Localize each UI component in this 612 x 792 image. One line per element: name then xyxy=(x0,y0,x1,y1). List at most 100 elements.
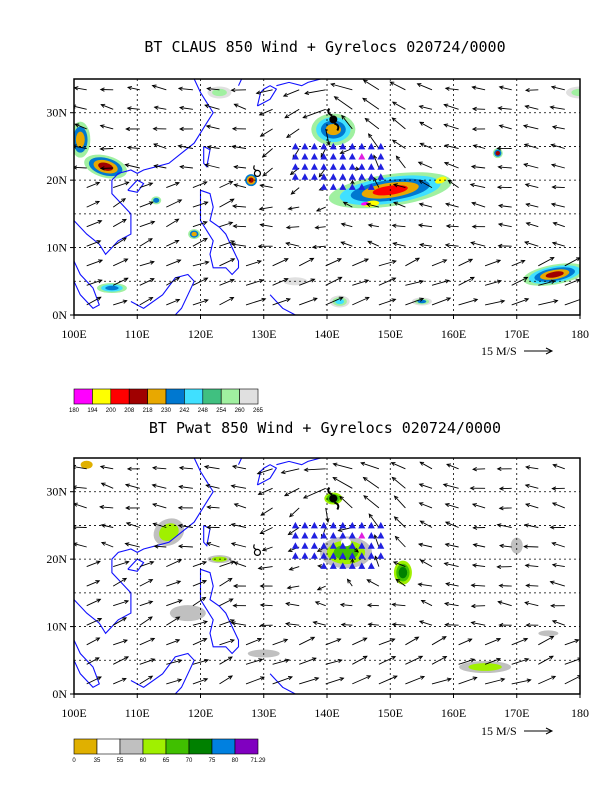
wind-vector xyxy=(232,603,247,608)
panel-1-y-axis: 0N 10N 20N 30N xyxy=(46,106,74,322)
wind-vector xyxy=(100,541,114,548)
wind-vector xyxy=(498,85,512,91)
wind-vector xyxy=(549,525,565,530)
wind-vector xyxy=(564,639,580,646)
wind-vector xyxy=(204,163,220,169)
wind-vector xyxy=(389,81,406,91)
wind-vector xyxy=(445,223,459,229)
wind-vector xyxy=(431,677,452,685)
wind-vector xyxy=(392,242,406,247)
gyre-location-marker xyxy=(310,163,318,170)
gyre-location-marker xyxy=(358,183,366,190)
wind-vector xyxy=(395,155,406,169)
panel-1-x-axis: 100E 110E 120E 130E 140E 150E 160E 170E 180 xyxy=(61,315,589,341)
wind-vector xyxy=(444,243,459,248)
wind-vector xyxy=(314,225,326,230)
wind-vector xyxy=(177,544,193,549)
x-tick-label: 110E xyxy=(125,706,150,720)
gyre-location-marker xyxy=(329,173,337,180)
gyre-location-marker xyxy=(291,542,299,549)
wind-vector xyxy=(230,621,247,626)
wind-vector xyxy=(472,525,486,530)
wind-vector xyxy=(446,463,459,470)
coast-borneo xyxy=(130,273,195,315)
wind-vector xyxy=(192,181,208,189)
wind-vector xyxy=(219,560,236,568)
wind-vector xyxy=(431,297,452,306)
panel-2-vector-scale-label: 15 M/S xyxy=(481,724,517,738)
wind-vector xyxy=(74,165,87,170)
wind-vector xyxy=(86,676,102,685)
colorbar-swatch xyxy=(73,738,98,755)
colorbar-swatch xyxy=(165,388,185,405)
gyre-location-marker xyxy=(358,542,366,549)
wind-vector xyxy=(86,200,101,208)
wind-vector xyxy=(525,222,539,228)
wind-vector xyxy=(151,502,167,509)
gyre-location-marker xyxy=(358,163,366,170)
wind-vector xyxy=(286,128,300,138)
wind-vector xyxy=(362,79,380,91)
gyre-location-marker xyxy=(358,562,366,569)
wind-vector xyxy=(178,105,193,111)
wind-vector xyxy=(192,596,207,607)
colorbar-level-label: 0 xyxy=(72,758,76,764)
wind-vector xyxy=(551,620,565,626)
wind-vector xyxy=(284,621,300,627)
wind-vector xyxy=(86,279,103,286)
y-tick-label: 10N xyxy=(46,620,67,634)
gyre-location-marker xyxy=(339,183,347,190)
wind-vector xyxy=(259,223,273,228)
wind-vector xyxy=(86,259,104,267)
wind-vector xyxy=(367,240,380,247)
gyre-location-marker xyxy=(291,142,299,150)
wind-vector xyxy=(498,543,512,549)
wind-vector xyxy=(524,241,539,247)
wind-vector xyxy=(298,257,315,267)
wind-vector xyxy=(262,167,273,177)
y-tick-label: 10N xyxy=(46,241,67,255)
coast-korea xyxy=(238,458,248,465)
panel-1-scale-arrow-head xyxy=(545,347,554,355)
colorbar-level-label: 218 xyxy=(143,408,154,414)
wind-vector xyxy=(471,85,486,91)
wind-vector xyxy=(405,297,425,306)
panel-2-colorbar: 0 35 55 60 65 70 75 80 71.29 xyxy=(72,738,266,764)
wind-vector xyxy=(551,563,565,568)
colorbar-swatch xyxy=(147,388,167,405)
y-tick-label: 0N xyxy=(52,308,67,322)
wind-vector xyxy=(496,146,512,151)
wind-vector xyxy=(261,148,273,158)
x-tick-label: 120E xyxy=(188,327,213,341)
wind-vector xyxy=(392,561,406,568)
y-tick-label: 20N xyxy=(46,552,67,566)
gyre-location-marker xyxy=(301,163,309,170)
wind-vector xyxy=(564,257,580,267)
wind-vector xyxy=(511,298,530,306)
wind-vector xyxy=(86,637,101,646)
wind-vector xyxy=(444,542,459,548)
wind-vector xyxy=(523,523,539,528)
wind-vector xyxy=(112,218,127,228)
wind-vector xyxy=(125,522,140,528)
wind-vector xyxy=(431,279,451,286)
wind-vector xyxy=(245,658,264,665)
gyre-location-marker xyxy=(367,542,375,549)
x-tick-label: 160E xyxy=(441,327,466,341)
wind-vector xyxy=(100,103,114,110)
colorbar-swatch xyxy=(184,388,204,405)
gyre-location-marker xyxy=(367,183,375,190)
wind-vector xyxy=(219,675,234,685)
wind-vector xyxy=(231,464,247,470)
wind-vector xyxy=(272,258,289,267)
panel-2-y-axis: 0N 10N 20N 30N xyxy=(46,485,74,701)
coast-honshu xyxy=(276,458,321,466)
wind-vector xyxy=(445,582,459,587)
wind-vector xyxy=(551,184,565,190)
gyre-location-marker xyxy=(310,173,318,180)
wind-vector xyxy=(302,108,326,119)
wind-vector xyxy=(405,655,424,665)
pwat-southeast-level-1 xyxy=(468,663,502,671)
gyre-location-marker xyxy=(320,521,328,529)
wind-vector xyxy=(257,487,273,496)
